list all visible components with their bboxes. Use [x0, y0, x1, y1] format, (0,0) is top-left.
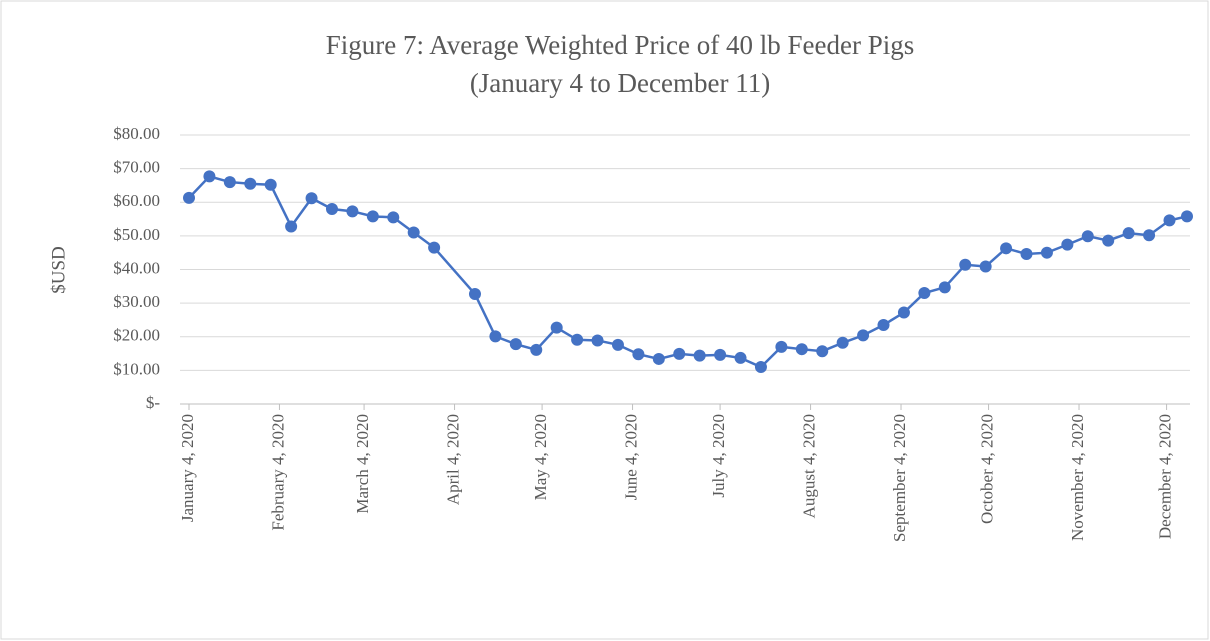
point — [1163, 214, 1176, 227]
y-tick-label: $80.00 — [113, 124, 160, 143]
y-tick-label: $20.00 — [113, 326, 160, 345]
point — [1102, 234, 1115, 247]
point — [244, 177, 257, 190]
point — [1000, 242, 1013, 255]
y-tick-label: $70.00 — [113, 158, 160, 177]
point — [203, 170, 216, 183]
y-tick-label: $- — [146, 393, 161, 412]
point — [938, 281, 951, 294]
point — [1020, 248, 1033, 261]
x-tick-label: November 4, 2020 — [1068, 414, 1087, 541]
point — [693, 349, 706, 362]
x-tick-label: January 4, 2020 — [178, 414, 197, 522]
x-tick-label: October 4, 2020 — [977, 414, 996, 524]
point — [305, 192, 318, 205]
x-tick-label: June 4, 2020 — [621, 414, 640, 500]
point — [1061, 238, 1074, 251]
point — [979, 260, 992, 273]
x-tick-label: August 4, 2020 — [799, 414, 818, 518]
y-tick-label: $40.00 — [113, 258, 160, 277]
x-tick-label: April 4, 2020 — [443, 414, 462, 505]
point — [632, 348, 645, 361]
point — [877, 318, 890, 331]
point — [428, 241, 441, 254]
point — [387, 211, 400, 224]
point — [489, 330, 502, 343]
point — [673, 347, 686, 360]
point — [652, 352, 665, 365]
point — [918, 287, 931, 300]
point — [1122, 227, 1135, 240]
point — [754, 361, 767, 374]
point — [285, 220, 298, 233]
point — [775, 340, 788, 353]
y-tick-label: $50.00 — [113, 225, 160, 244]
point — [897, 306, 910, 319]
point — [550, 321, 563, 334]
point — [611, 338, 624, 351]
point — [816, 345, 829, 358]
point — [1081, 230, 1094, 243]
point — [857, 329, 870, 342]
x-tick-label: March 4, 2020 — [353, 414, 372, 514]
point — [591, 334, 604, 347]
y-tick-label: $30.00 — [113, 292, 160, 311]
point — [183, 191, 195, 204]
point — [959, 258, 972, 271]
point — [264, 178, 277, 191]
x-tick-label: September 4, 2020 — [890, 414, 909, 542]
point — [407, 226, 420, 239]
point — [714, 348, 727, 361]
point — [1181, 210, 1193, 223]
point — [571, 333, 584, 346]
x-tick-label: February 4, 2020 — [268, 414, 287, 531]
point — [346, 205, 359, 218]
x-tick-label: December 4, 2020 — [1155, 414, 1174, 539]
point — [509, 338, 522, 351]
point — [468, 288, 481, 301]
point — [795, 343, 808, 356]
y-tick-label: $10.00 — [113, 359, 160, 378]
x-tick-label: May 4, 2020 — [531, 414, 550, 500]
x-tick-label: July 4, 2020 — [709, 414, 728, 498]
y-tick-label: $60.00 — [113, 191, 160, 210]
point — [530, 343, 543, 356]
point — [836, 336, 849, 349]
y-axis-label: $USD — [48, 246, 69, 294]
point — [734, 351, 747, 364]
point — [223, 176, 236, 189]
point — [1143, 229, 1156, 242]
point — [1040, 246, 1053, 259]
chart-title: Figure 7: Average Weighted Price of 40 l… — [326, 30, 914, 60]
point — [366, 210, 379, 223]
chart-subtitle: (January 4 to December 11) — [470, 68, 770, 98]
point — [325, 202, 338, 215]
